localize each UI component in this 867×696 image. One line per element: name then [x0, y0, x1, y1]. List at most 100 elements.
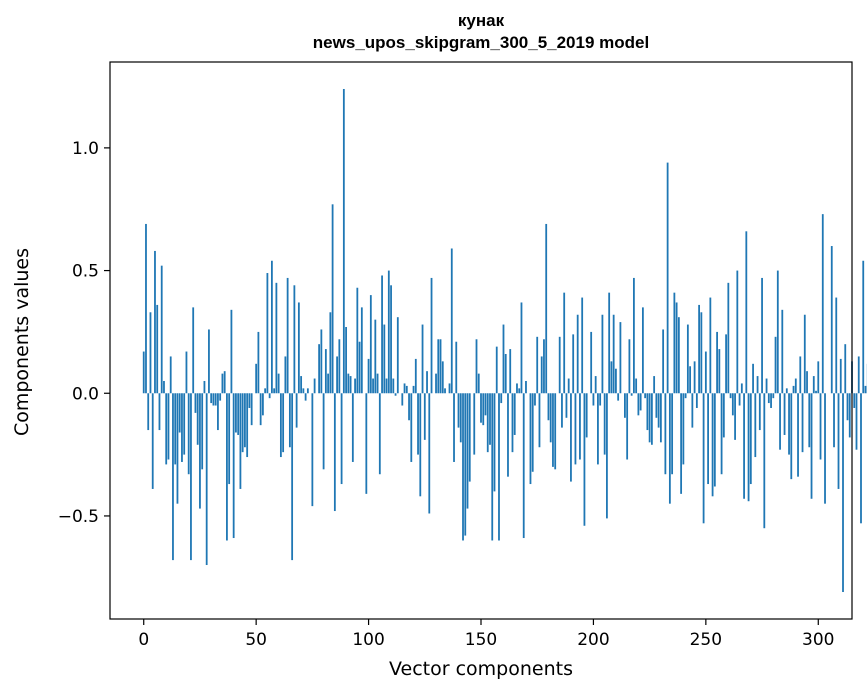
bar	[819, 393, 822, 460]
bar	[549, 393, 552, 443]
bar	[536, 336, 539, 394]
bar	[547, 393, 550, 421]
bar	[403, 383, 406, 394]
bar	[441, 361, 444, 394]
bar	[273, 388, 276, 394]
y-axis-label: Components values	[11, 247, 33, 437]
bar	[226, 393, 228, 541]
bar	[394, 393, 397, 396]
bar	[630, 393, 633, 396]
bar	[711, 393, 714, 497]
bar	[592, 393, 595, 406]
bar	[378, 393, 381, 475]
bar	[783, 393, 786, 435]
bar	[567, 378, 570, 394]
bar	[563, 292, 566, 394]
bar	[788, 393, 790, 455]
bar	[495, 346, 498, 394]
bar	[599, 393, 602, 406]
bar	[736, 270, 739, 394]
bar	[439, 339, 442, 394]
bar	[390, 285, 392, 394]
bar	[486, 393, 489, 453]
bar	[785, 388, 788, 394]
bar	[302, 388, 305, 394]
bar	[513, 393, 516, 435]
bar	[846, 393, 849, 421]
bar	[525, 380, 527, 394]
bar	[154, 250, 156, 394]
bar	[345, 327, 347, 394]
bar	[594, 376, 597, 394]
axes-group: 0 50 100 150 200 250 300 −0.5 0.0 0.5 1.0	[58, 61, 853, 650]
bar	[178, 393, 181, 433]
y-tick-label: 0.5	[72, 262, 99, 282]
bar	[437, 339, 440, 394]
bar	[387, 270, 390, 394]
bar	[498, 393, 500, 541]
bar	[520, 302, 523, 394]
bar	[781, 309, 784, 394]
bar	[776, 270, 779, 394]
bar	[376, 373, 379, 394]
bar	[853, 393, 856, 408]
bar	[590, 331, 593, 394]
bar	[336, 356, 338, 394]
bar	[702, 393, 705, 524]
bar	[815, 390, 817, 394]
bar	[797, 393, 799, 477]
bar	[718, 349, 721, 394]
bar	[275, 282, 278, 394]
bar	[799, 356, 802, 394]
bar	[174, 393, 177, 465]
bar	[228, 393, 231, 485]
bar	[405, 385, 408, 394]
bar	[772, 393, 775, 399]
bar	[142, 351, 145, 394]
bar	[862, 260, 865, 394]
bar	[707, 393, 709, 485]
bar	[448, 383, 451, 394]
bar	[185, 351, 188, 394]
bar	[668, 393, 671, 504]
bar	[803, 314, 806, 394]
bar	[459, 393, 462, 443]
bar	[169, 356, 172, 394]
bar	[538, 393, 541, 448]
bar	[682, 393, 685, 465]
bar	[695, 393, 698, 408]
bar	[734, 393, 736, 440]
bar	[691, 393, 694, 428]
bar	[860, 393, 862, 524]
bar	[414, 358, 417, 394]
bar	[848, 393, 851, 438]
bar	[410, 393, 413, 462]
bar	[839, 358, 842, 394]
bar	[208, 329, 210, 394]
bar	[457, 393, 460, 428]
bar	[358, 341, 361, 394]
bar	[835, 297, 838, 394]
bar	[540, 356, 543, 394]
bar	[464, 393, 467, 536]
bar	[149, 312, 152, 394]
chart-subtitle: news_upos_skipgram_300_5_2019 model	[312, 33, 650, 52]
bar	[246, 393, 249, 458]
bar	[761, 277, 763, 394]
bar	[324, 349, 327, 394]
bar	[637, 393, 640, 416]
bar	[855, 393, 858, 450]
bar	[428, 393, 431, 514]
bar	[331, 204, 334, 394]
bar	[664, 393, 667, 475]
bar	[731, 393, 734, 416]
bar	[419, 393, 422, 497]
bar	[543, 339, 545, 394]
bar	[372, 378, 374, 394]
bar	[709, 297, 712, 394]
bar	[450, 248, 453, 394]
bar	[277, 373, 280, 394]
bar	[806, 371, 808, 394]
bar	[583, 393, 586, 526]
bar	[385, 378, 388, 394]
